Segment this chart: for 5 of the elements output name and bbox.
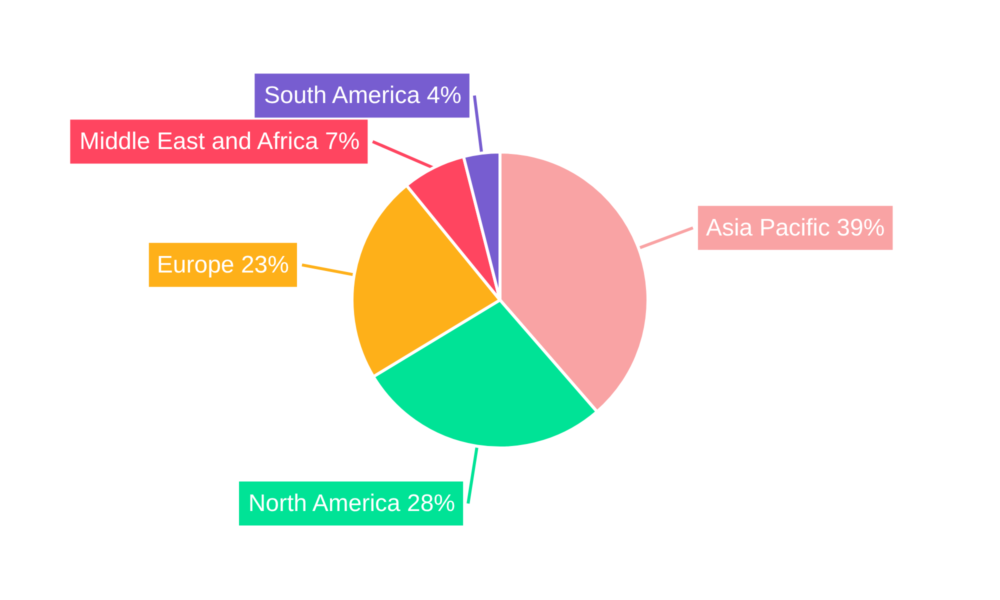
slice-label: North America 28% bbox=[248, 490, 456, 518]
slice-label: Europe 23% bbox=[156, 251, 289, 278]
slice-label: Asia Pacific 39% bbox=[706, 214, 885, 242]
slice-label: South America 4% bbox=[264, 82, 462, 110]
slice-label: Middle East and Africa 7% bbox=[80, 128, 360, 156]
